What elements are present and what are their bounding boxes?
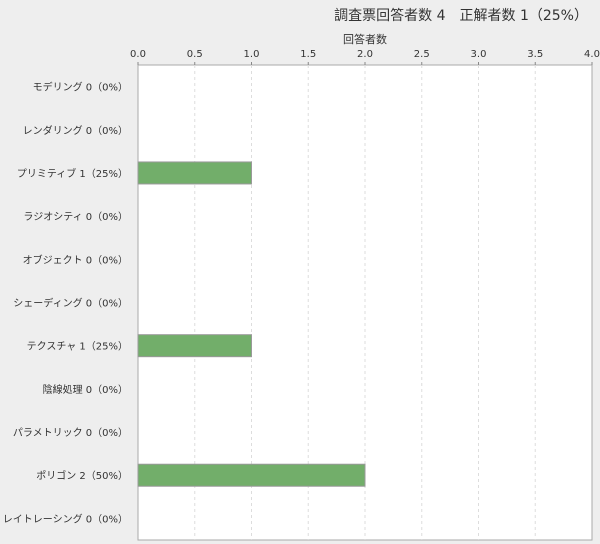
bar: [137, 463, 366, 487]
bar: [137, 161, 252, 185]
bar: [137, 334, 252, 358]
x-tick-label: 2.0: [357, 49, 373, 60]
x-tick-label: 0.0: [130, 49, 146, 60]
category-label: シェーディング 0（0%）: [13, 297, 128, 310]
category-label: パラメトリック 0（0%）: [13, 427, 128, 439]
category-label: レイトレーシング 0（0%）: [3, 512, 128, 525]
chart-title: 調査票回答者数 4 正解者数 1（25%）: [334, 8, 588, 24]
x-tick-label: 4.0: [584, 49, 600, 60]
category-label: 陰線処理 0（0%）: [43, 383, 128, 396]
category-label: プリミティブ 1（25%）: [17, 167, 128, 180]
x-tick-label: 0.5: [187, 49, 203, 60]
category-label: モデリング 0（0%）: [33, 81, 128, 94]
x-tick-label: 3.0: [471, 49, 487, 60]
category-label: レンダリング 0（0%）: [23, 124, 128, 137]
x-tick-label: 1.0: [244, 49, 260, 60]
category-label: オブジェクト 0（0%）: [23, 253, 128, 266]
x-tick-label: 1.5: [300, 49, 316, 60]
x-tick-label: 3.5: [527, 49, 543, 60]
category-label: ラジオシティ 0（0%）: [23, 211, 128, 223]
category-label: テクスチャ 1（25%）: [27, 341, 128, 353]
x-tick-label: 2.5: [414, 49, 430, 60]
category-label: ポリゴン 2（50%）: [36, 469, 128, 482]
x-axis-label: 回答者数: [343, 33, 387, 46]
